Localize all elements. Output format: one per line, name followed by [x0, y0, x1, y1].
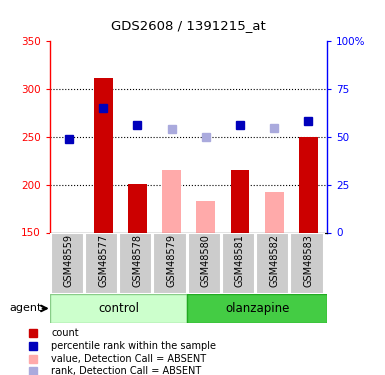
Bar [299, 137, 318, 232]
Text: GDS2608 / 1391215_at: GDS2608 / 1391215_at [111, 19, 266, 32]
Bar [128, 184, 147, 232]
Bar [162, 170, 181, 232]
Bar [222, 232, 255, 294]
Text: agent: agent [10, 303, 42, 313]
Text: GSM48583: GSM48583 [303, 234, 313, 287]
Text: GSM48580: GSM48580 [201, 234, 211, 287]
Text: percentile rank within the sample: percentile rank within the sample [51, 341, 216, 351]
Bar [94, 78, 112, 232]
Bar [153, 232, 187, 294]
Text: GSM48559: GSM48559 [64, 234, 74, 287]
Text: count: count [51, 328, 79, 339]
Text: GSM48581: GSM48581 [235, 234, 245, 287]
Bar [256, 232, 290, 294]
Text: olanzapine: olanzapine [225, 302, 289, 315]
Bar [265, 192, 284, 232]
Text: GSM48578: GSM48578 [132, 234, 142, 287]
Bar [119, 232, 152, 294]
Bar [231, 170, 249, 232]
Bar [85, 232, 118, 294]
Bar [187, 294, 327, 322]
Bar [196, 201, 215, 232]
Text: GSM48579: GSM48579 [167, 234, 177, 287]
Bar [290, 232, 323, 294]
Text: rank, Detection Call = ABSENT: rank, Detection Call = ABSENT [51, 366, 201, 375]
Text: control: control [98, 302, 139, 315]
Text: value, Detection Call = ABSENT: value, Detection Call = ABSENT [51, 354, 206, 364]
Bar [51, 232, 84, 294]
Bar [187, 232, 221, 294]
Text: GSM48577: GSM48577 [98, 234, 108, 288]
Bar [50, 294, 187, 322]
Text: GSM48582: GSM48582 [269, 234, 279, 287]
